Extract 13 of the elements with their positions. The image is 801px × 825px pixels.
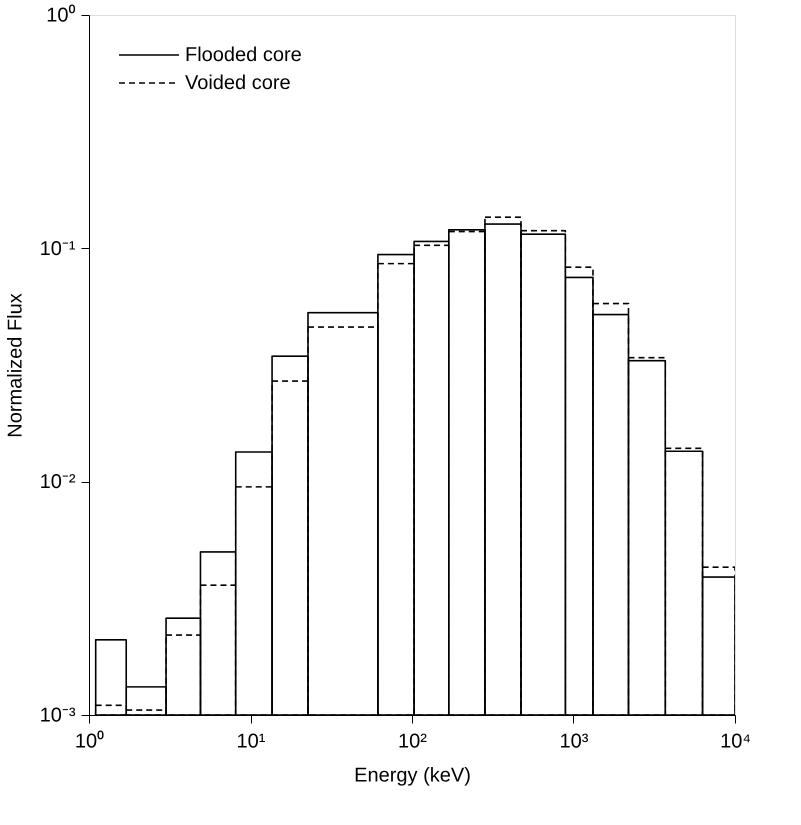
legend-label: Voided core: [185, 72, 291, 94]
y-tick-label: 10⁻²: [40, 471, 76, 494]
x-tick-label: 10³: [560, 730, 589, 752]
y-tick-label: 10⁻¹: [40, 238, 76, 260]
x-tick-label: 10⁴: [720, 730, 751, 752]
legend-label: Flooded core: [185, 44, 302, 66]
x-tick-label: 10⁰: [74, 730, 104, 752]
y-tick-label: 10⁰: [46, 4, 76, 26]
x-tick-label: 10¹: [236, 730, 266, 752]
y-axis-title: Normalized Flux: [4, 293, 27, 438]
x-tick-label: 10²: [398, 730, 428, 752]
x-axis-title: Energy (keV): [354, 764, 471, 786]
y-tick-label: 10⁻³: [40, 704, 76, 726]
